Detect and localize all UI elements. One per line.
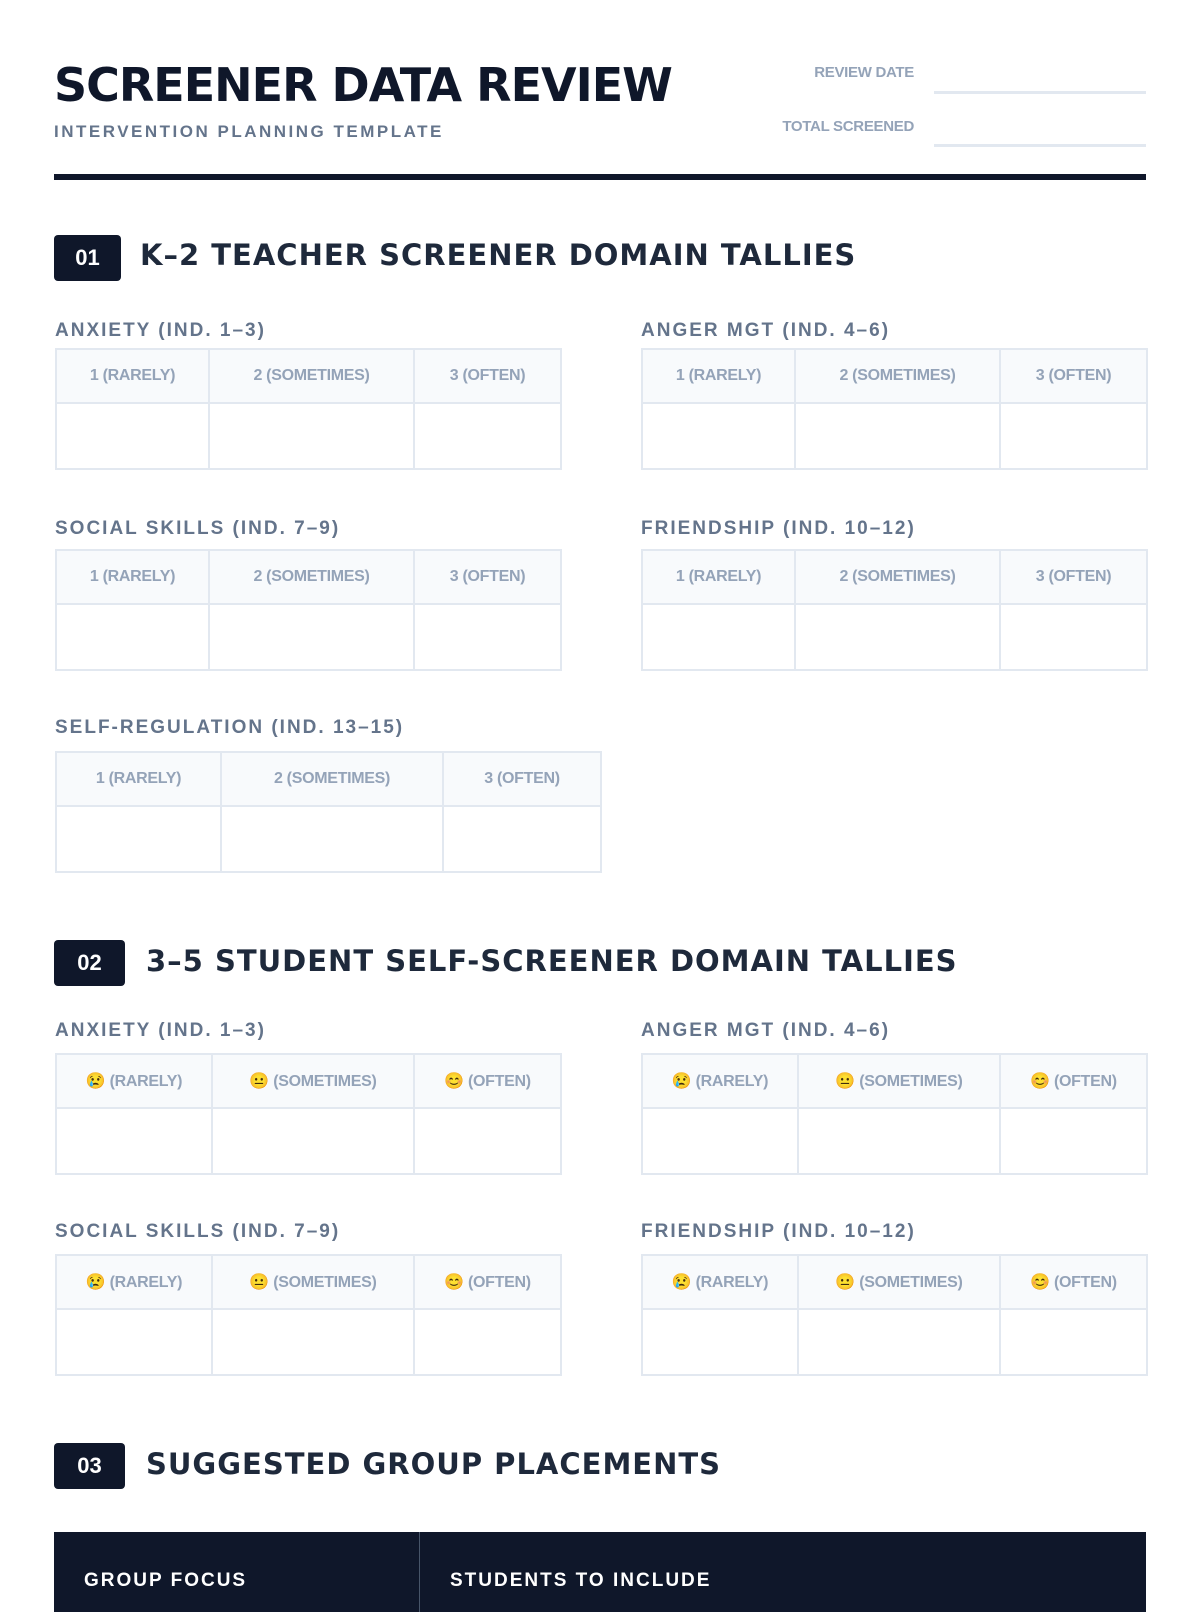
tally-cell[interactable] [208, 402, 415, 470]
tally-column-header: 1 (RARELY) [55, 751, 222, 807]
tally-cell[interactable] [413, 1308, 562, 1376]
domain-heading: SOCIAL SKILLS (IND. 7–9) [55, 518, 341, 539]
tally-column-header: 3 (OFTEN) [999, 549, 1148, 605]
tally-column-header: 1 (RARELY) [55, 348, 210, 404]
tally-column-header: 1 (RARELY) [641, 549, 796, 605]
tally-column-header: 😊 (OFTEN) [413, 1053, 562, 1109]
domain-heading: SOCIAL SKILLS (IND. 7–9) [55, 1221, 341, 1242]
tally-column-header: 😢 (RARELY) [641, 1053, 799, 1109]
section-number-badge: 01 [54, 235, 121, 281]
tally-column-header: 3 (OFTEN) [413, 348, 562, 404]
tally-cell[interactable] [208, 603, 415, 671]
tally-table: 1 (RARELY) 2 (SOMETIMES) 3 (OFTEN) [55, 549, 562, 671]
domain-heading: FRIENDSHIP (IND. 10–12) [641, 1221, 916, 1242]
tally-column-header: 1 (RARELY) [55, 549, 210, 605]
tally-column-header: 2 (SOMETIMES) [208, 549, 415, 605]
section-title: K–2 TEACHER SCREENER DOMAIN TALLIES [140, 238, 857, 272]
tally-table: 1 (RARELY) 2 (SOMETIMES) 3 (OFTEN) [641, 348, 1148, 470]
tally-column-header: 2 (SOMETIMES) [220, 751, 444, 807]
domain-heading: FRIENDSHIP (IND. 10–12) [641, 518, 916, 539]
domain-heading: SELF-REGULATION (IND. 13–15) [55, 717, 405, 738]
tally-cell[interactable] [220, 805, 444, 873]
domain-heading: ANGER MGT (IND. 4–6) [641, 1020, 891, 1041]
total-screened-field[interactable] [934, 144, 1146, 147]
tally-column-header: 😐 (SOMETIMES) [797, 1254, 1001, 1310]
tally-cell[interactable] [413, 603, 562, 671]
tally-table: 😢 (RARELY) 😐 (SOMETIMES) 😊 (OFTEN) [55, 1254, 562, 1376]
tally-column-header: 😐 (SOMETIMES) [211, 1254, 415, 1310]
domain-heading: ANXIETY (IND. 1–3) [55, 1020, 266, 1041]
tally-cell[interactable] [413, 402, 562, 470]
tally-cell[interactable] [999, 603, 1148, 671]
column-header-group-focus: GROUP FOCUS [54, 1532, 420, 1612]
section-title: SUGGESTED GROUP PLACEMENTS [146, 1447, 722, 1481]
tally-cell[interactable] [641, 603, 796, 671]
tally-cell[interactable] [999, 1107, 1148, 1175]
tally-column-header: 😢 (RARELY) [55, 1254, 213, 1310]
tally-cell[interactable] [999, 402, 1148, 470]
tally-column-header: 😢 (RARELY) [641, 1254, 799, 1310]
tally-cell[interactable] [794, 402, 1001, 470]
section-title: 3–5 STUDENT SELF-SCREENER DOMAIN TALLIES [146, 944, 958, 978]
tally-column-header: 😊 (OFTEN) [999, 1053, 1148, 1109]
review-date-label: REVIEW DATE [814, 64, 914, 81]
tally-cell[interactable] [641, 1107, 799, 1175]
tally-column-header: 1 (RARELY) [641, 348, 796, 404]
tally-cell[interactable] [797, 1308, 1001, 1376]
tally-cell[interactable] [55, 1107, 213, 1175]
tally-cell[interactable] [794, 603, 1001, 671]
tally-column-header: 😊 (OFTEN) [999, 1254, 1148, 1310]
page-subtitle: INTERVENTION PLANNING TEMPLATE [54, 122, 444, 141]
tally-column-header: 2 (SOMETIMES) [794, 549, 1001, 605]
tally-cell[interactable] [55, 1308, 213, 1376]
tally-cell[interactable] [55, 603, 210, 671]
tally-cell[interactable] [211, 1308, 415, 1376]
tally-column-header: 3 (OFTEN) [442, 751, 602, 807]
header-divider [54, 174, 1146, 180]
tally-column-header: 3 (OFTEN) [999, 348, 1148, 404]
section-number-badge: 03 [54, 1443, 125, 1489]
section-number-badge: 02 [54, 940, 125, 986]
tally-table: 😢 (RARELY) 😐 (SOMETIMES) 😊 (OFTEN) [55, 1053, 562, 1175]
tally-table: 1 (RARELY) 2 (SOMETIMES) 3 (OFTEN) [641, 549, 1148, 671]
tally-cell[interactable] [641, 1308, 799, 1376]
tally-table: 1 (RARELY) 2 (SOMETIMES) 3 (OFTEN) [55, 348, 562, 470]
tally-column-header: 2 (SOMETIMES) [208, 348, 415, 404]
tally-column-header: 2 (SOMETIMES) [794, 348, 1001, 404]
page-title: SCREENER DATA REVIEW [54, 58, 673, 112]
tally-cell[interactable] [999, 1308, 1148, 1376]
tally-column-header: 😢 (RARELY) [55, 1053, 213, 1109]
tally-cell[interactable] [797, 1107, 1001, 1175]
tally-column-header: 😐 (SOMETIMES) [211, 1053, 415, 1109]
tally-cell[interactable] [55, 402, 210, 470]
tally-column-header: 😐 (SOMETIMES) [797, 1053, 1001, 1109]
total-screened-label: TOTAL SCREENED [782, 118, 914, 135]
tally-table: 😢 (RARELY) 😐 (SOMETIMES) 😊 (OFTEN) [641, 1254, 1148, 1376]
tally-table: 1 (RARELY) 2 (SOMETIMES) 3 (OFTEN) [55, 751, 602, 873]
tally-cell[interactable] [442, 805, 602, 873]
tally-column-header: 😊 (OFTEN) [413, 1254, 562, 1310]
group-placements-table-header: GROUP FOCUS STUDENTS TO INCLUDE [54, 1532, 1146, 1612]
tally-cell[interactable] [641, 402, 796, 470]
review-date-field[interactable] [934, 91, 1146, 94]
tally-table: 😢 (RARELY) 😐 (SOMETIMES) 😊 (OFTEN) [641, 1053, 1148, 1175]
domain-heading: ANGER MGT (IND. 4–6) [641, 320, 891, 341]
column-header-students: STUDENTS TO INCLUDE [450, 1570, 712, 1591]
domain-heading: ANXIETY (IND. 1–3) [55, 320, 266, 341]
tally-cell[interactable] [211, 1107, 415, 1175]
tally-column-header: 3 (OFTEN) [413, 549, 562, 605]
tally-cell[interactable] [413, 1107, 562, 1175]
tally-cell[interactable] [55, 805, 222, 873]
